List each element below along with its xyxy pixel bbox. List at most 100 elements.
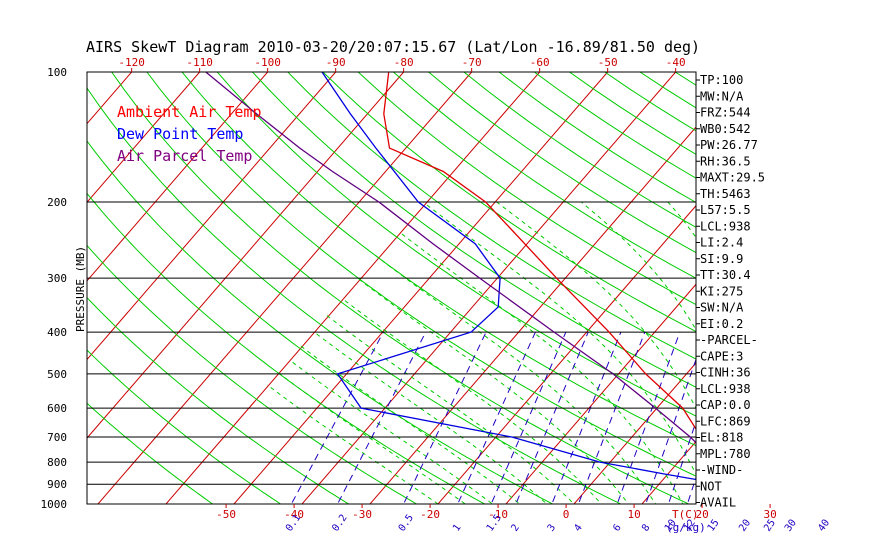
series-line [321, 72, 696, 481]
mixing-ratio-label: 3 [546, 522, 558, 533]
index-value: LCL:938 [700, 219, 751, 233]
mixing-ratio-label: 4 [572, 522, 584, 533]
index-value: MW:N/A [700, 89, 744, 103]
isotherm-line [301, 72, 677, 504]
moist-adiabat-line [374, 254, 657, 504]
index-value: LI:2.4 [700, 236, 743, 250]
dry-adiabat-line [252, 72, 696, 388]
mixing-ratio-label: 8 [640, 522, 652, 533]
chart-title: AIRS SkewT Diagram 2010-03-20/20:07:15.6… [86, 38, 700, 56]
dry-adiabat-line [816, 72, 870, 513]
moist-adiabat-line [313, 331, 548, 504]
index-value: LCL:938 [700, 382, 751, 396]
top-tick-label: -90 [326, 56, 346, 69]
moist-adiabat-line [357, 277, 630, 504]
pressure-tick-label: 600 [47, 402, 67, 415]
dry-adiabat-line [428, 72, 696, 254]
pressure-tick-label: 700 [47, 431, 67, 444]
dry-adiabat-line [181, 72, 696, 447]
y-axis-label: PRESSURE (MB) [74, 246, 87, 332]
index-value: LFC:869 [700, 414, 751, 428]
isotherm-line [770, 72, 870, 513]
plot-frame [86, 71, 697, 505]
mixing-ratio-line [785, 332, 832, 513]
top-tick-label: -70 [462, 56, 482, 69]
mixing-ratio-line [290, 331, 384, 504]
moist-adiabat-line [267, 384, 439, 504]
index-value: CINH:36 [700, 366, 751, 380]
index-value: WB0:542 [700, 122, 751, 136]
top-tick-label: -50 [598, 56, 618, 69]
bottom-tick-label: 10 [627, 508, 640, 521]
series-line [383, 72, 696, 431]
mixing-ratio-line [457, 331, 536, 504]
index-value: -PARCEL- [700, 333, 758, 347]
bottom-tick-label: 20 [695, 508, 708, 521]
dry-adiabat-line [216, 72, 696, 417]
dry-adiabat-line [111, 72, 690, 504]
pressure-tick-label: 800 [47, 456, 67, 469]
dry-adiabat-line [87, 402, 214, 504]
dry-adiabat-line [851, 72, 870, 513]
mixing-ratio-label: 2 [509, 522, 521, 533]
isotherm-line [437, 204, 696, 504]
moist-adiabat-line [806, 202, 848, 513]
top-tick-label: -60 [530, 56, 550, 69]
index-value: MPL:780 [700, 447, 751, 461]
grid-lines [0, 72, 870, 513]
isotherm-line [0, 72, 64, 513]
mixing-ratio-line [765, 332, 815, 513]
index-value: -WIND- [700, 463, 743, 477]
index-value: SI:9.9 [700, 252, 743, 266]
moist-adiabat-line [744, 202, 820, 513]
moist-adiabat-line [422, 201, 696, 476]
index-value: AVAIL [700, 496, 736, 510]
top-tick-label: -110 [186, 56, 213, 69]
dry-adiabat-line [287, 72, 696, 360]
pressure-tick-label: 100 [47, 66, 67, 79]
dry-adiabat-line [393, 72, 696, 279]
isotherm-line [97, 72, 473, 504]
isotherm-line [573, 362, 696, 504]
legend-item: Dew Point Temp [117, 125, 243, 143]
isotherm-line [505, 283, 696, 504]
isotherm-line [838, 72, 870, 513]
pressure-tick-label: 200 [47, 196, 67, 209]
dry-adiabat-line [781, 72, 870, 513]
pressure-tick-label: 400 [47, 326, 67, 339]
bottom-tick-label: 30 [763, 508, 776, 521]
mixing-ratio-line [515, 331, 589, 504]
bottom-tick-label: -40 [284, 508, 304, 521]
mixing-ratio-unit-label: (g/kg) [666, 521, 706, 534]
mixing-ratio-label: 20 [737, 518, 753, 534]
legend-item: Air Parcel Temp [117, 147, 252, 165]
legend: Ambient Air Temp Dew Point Temp Air Parcel… [117, 103, 262, 165]
bottom-tick-label: -30 [352, 508, 372, 521]
profile-series [205, 72, 696, 481]
dry-adiabat-line [146, 72, 696, 477]
moist-adiabat-line [299, 345, 521, 504]
dry-adiabat-line [322, 72, 696, 333]
dry-adiabat-line [87, 140, 554, 504]
mixing-ratio-label: 0.5 [397, 513, 416, 534]
pressure-tick-label: 900 [47, 478, 67, 491]
pressure-tick-label: 500 [47, 368, 67, 381]
index-value: SW:N/A [700, 301, 744, 315]
mixing-ratio-line [337, 331, 427, 504]
moist-adiabat-line [342, 298, 602, 504]
mixing-ratio-label: 30 [783, 518, 799, 534]
temperature-unit-label: T(C) [672, 508, 699, 521]
mixing-ratio-label: 6 [611, 522, 623, 533]
isobar-lines [87, 71, 696, 505]
dry-adiabat-line [87, 192, 486, 504]
bottom-tick-label: -10 [488, 508, 508, 521]
index-value: NOT [700, 479, 722, 493]
top-tick-label: -80 [394, 56, 414, 69]
legend-item: Ambient Air Temp [117, 103, 262, 121]
dry-adiabat-line [463, 72, 696, 228]
index-value: KI:275 [700, 284, 743, 298]
top-tick-label: -100 [254, 56, 281, 69]
